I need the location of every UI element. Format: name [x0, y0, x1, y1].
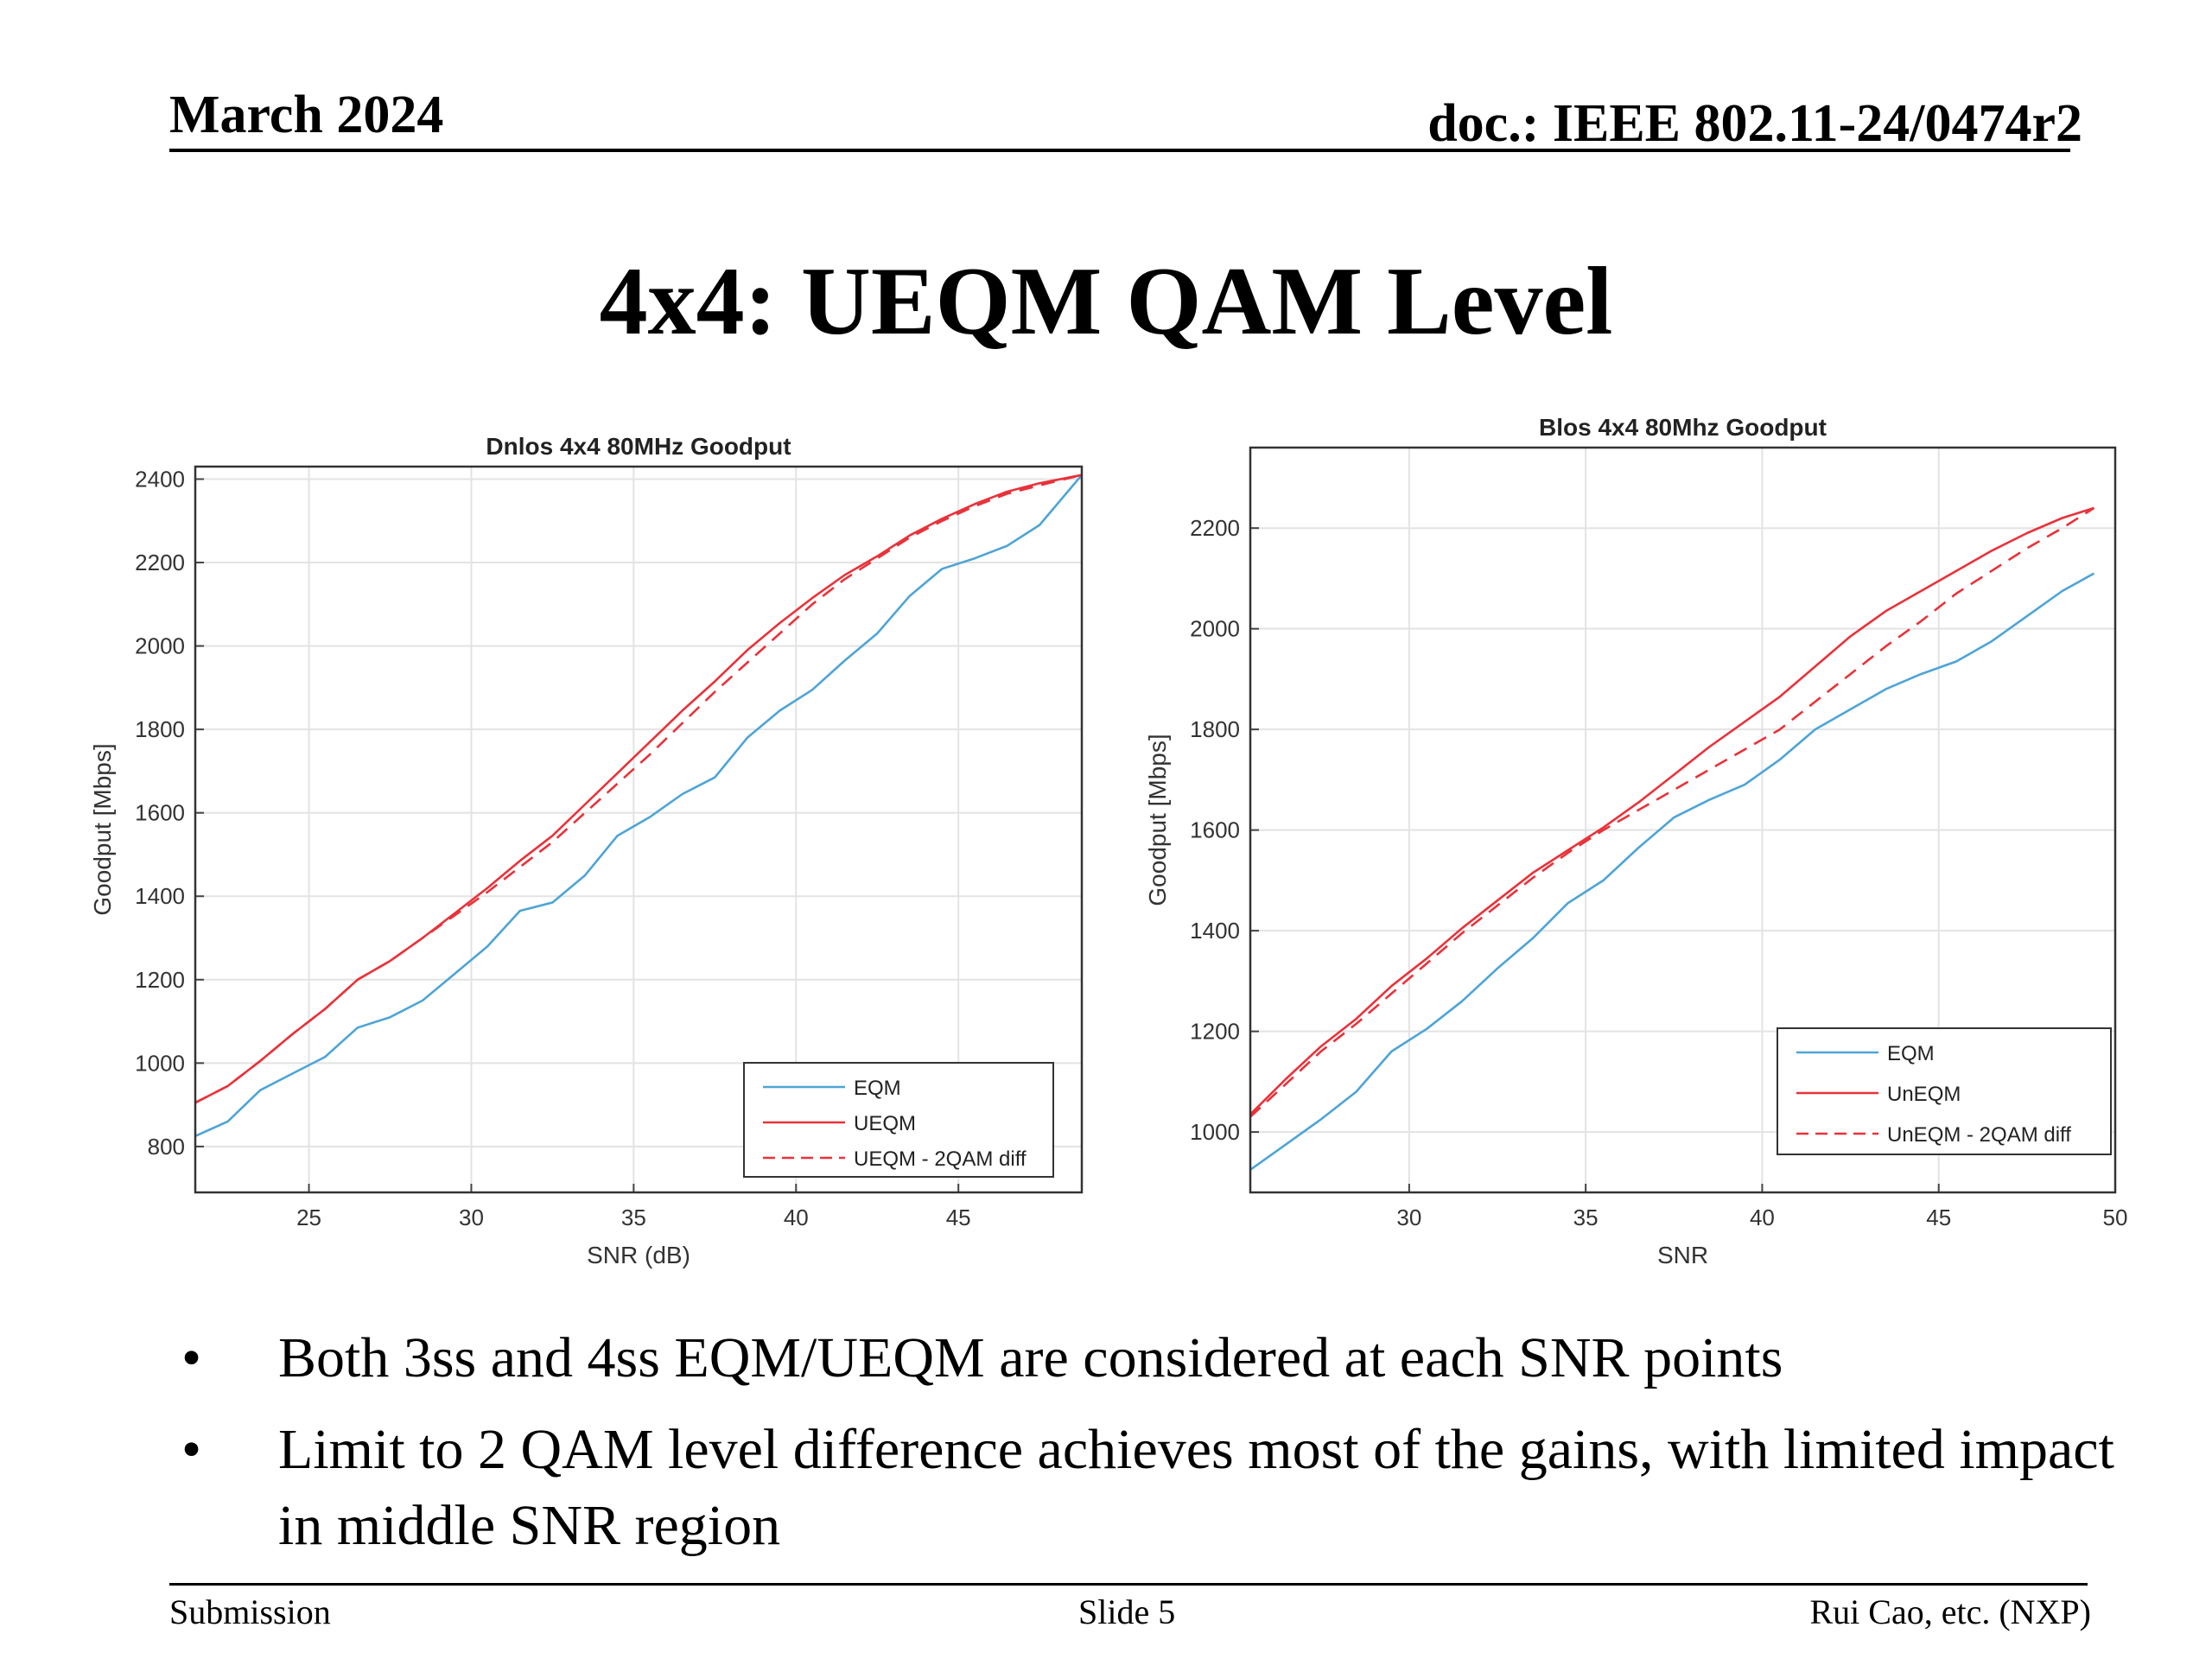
x-tick-label: 30: [459, 1205, 484, 1230]
chart-svg: 25 30 35 40 45 800 1000 1200 1400 1600 1800 2000 220…: [89, 433, 1084, 1268]
y-tick-label: 2200: [1190, 515, 1240, 541]
legend-label-2: UnEQM - 2QAM diff: [1887, 1123, 2071, 1147]
header-date: March 2024: [169, 86, 444, 144]
series-line-2: [1249, 506, 2095, 1118]
y-tick-label: 1800: [135, 716, 185, 742]
slide-title: 4x4: UEQM QAM Level: [599, 248, 1613, 355]
legend-label-0: EQM: [854, 1077, 901, 1100]
x-tick-label: 45: [946, 1205, 971, 1230]
chart-title: Blos 4x4 80Mhz Goodput: [1539, 414, 1827, 441]
chart-dnlos-goodput: 25 30 35 40 45 800 1000 1200 1400 1600 1800 2000 220…: [78, 406, 1106, 1287]
legend-label-1: UEQM: [854, 1112, 916, 1135]
x-axis-label: SNR (dB): [587, 1242, 690, 1268]
y-tick-label: 1600: [135, 800, 185, 826]
x-tick-label: 35: [621, 1205, 646, 1230]
header-doc-id: doc.: IEEE 802.11-24/0474r2: [1427, 94, 2082, 153]
y-tick-label: 1200: [135, 967, 185, 993]
chart-svg: 30 35 40 45 50 1000 1200 1400 1600 1800 2000 2200 Bl…: [1144, 414, 2128, 1268]
bullet-list: • Both 3ss and 4ss EQM/UEQM are consider…: [181, 1320, 2126, 1580]
axes-box: [1249, 446, 2117, 1194]
bullet-text: Both 3ss and 4ss EQM/UEQM are considered…: [278, 1326, 1783, 1389]
y-tick-label: 1400: [1190, 918, 1240, 944]
x-tick-label: 45: [1926, 1205, 1951, 1230]
series-line-2: [194, 474, 1083, 1104]
y-tick-label: 1200: [1190, 1019, 1240, 1045]
y-tick-label: 1800: [1190, 716, 1240, 742]
y-tick-label: 1000: [1190, 1119, 1240, 1145]
y-tick-label: 2000: [135, 633, 185, 659]
footer-divider: [169, 1583, 2088, 1586]
footer-submission: Submission: [169, 1592, 331, 1631]
bullet-item: • Both 3ss and 4ss EQM/UEQM are consider…: [181, 1320, 2126, 1396]
footer-author: Rui Cao, etc. (NXP): [1809, 1592, 2091, 1631]
y-axis-label: Goodput [Mbps]: [1144, 734, 1171, 906]
y-tick-label: 1000: [135, 1050, 185, 1076]
y-tick-label: 2400: [135, 466, 185, 492]
series-line-0: [194, 474, 1083, 1137]
x-tick-label: 30: [1396, 1205, 1421, 1230]
legend-label-0: EQM: [1887, 1042, 1935, 1065]
axes-box: [194, 465, 1084, 1194]
bullet-item: • Limit to 2 QAM level difference achiev…: [181, 1412, 2126, 1564]
series-line-1: [1249, 506, 2094, 1116]
x-axis-label: SNR: [1657, 1242, 1708, 1268]
header-divider: [169, 149, 2070, 152]
x-tick-label: 40: [784, 1205, 809, 1230]
chart-title: Dnlos 4x4 80MHz Goodput: [486, 433, 791, 460]
footer-slide-number: Slide 5: [1078, 1592, 1176, 1631]
x-tick-label: 35: [1573, 1205, 1599, 1230]
bullet-symbol: •: [181, 1326, 202, 1389]
legend-label-2: UEQM - 2QAM diff: [854, 1147, 1027, 1171]
y-tick-label: 1400: [135, 883, 185, 909]
y-tick-label: 2000: [1190, 616, 1240, 642]
x-tick-label: 50: [2103, 1205, 2128, 1230]
y-tick-label: 800: [148, 1134, 185, 1160]
y-axis-label: Goodput [Mbps]: [89, 743, 116, 915]
chart-blos-goodput: 30 35 40 45 50 1000 1200 1400 1600 1800 2000 2200 Bl…: [1128, 406, 2152, 1287]
bullet-text: Limit to 2 QAM level difference achieves…: [278, 1418, 2114, 1557]
y-tick-label: 2200: [135, 550, 185, 575]
legend-box: [1777, 1027, 2112, 1155]
legend-box: [743, 1062, 1054, 1178]
x-tick-label: 25: [296, 1205, 321, 1230]
bullet-symbol: •: [181, 1418, 202, 1481]
x-tick-label: 40: [1750, 1205, 1775, 1230]
series-line-0: [1249, 572, 2095, 1171]
legend-label-1: UnEQM: [1887, 1083, 1961, 1106]
y-tick-label: 1600: [1190, 817, 1240, 843]
